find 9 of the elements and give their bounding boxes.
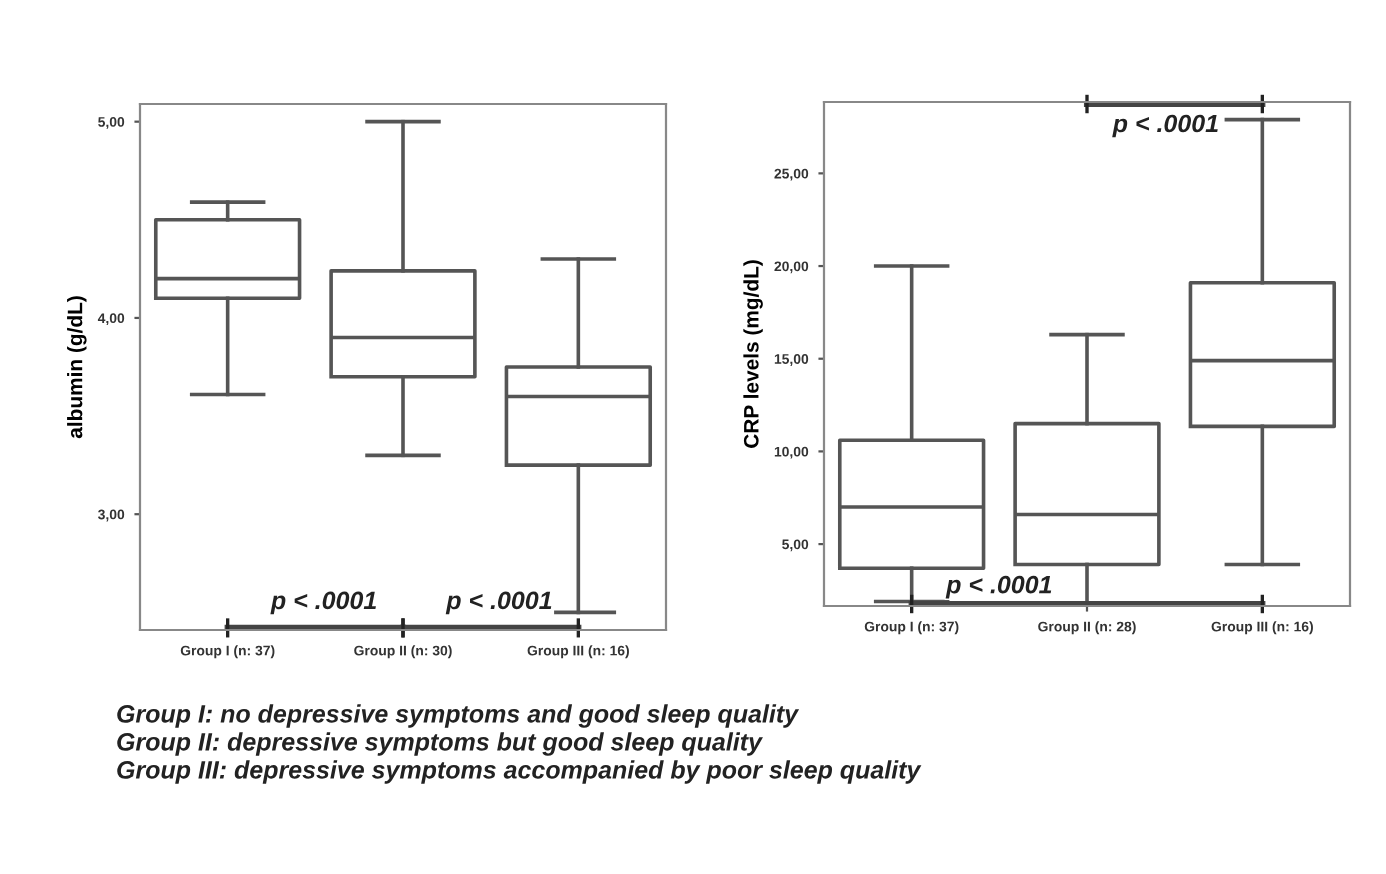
text: Group I: no depressive symptoms and good sleep quality <box>117 704 800 728</box>
y-axis-title: CRP levels (mg/dL) <box>743 260 763 448</box>
annotation: p < .0001 <box>270 591 376 615</box>
annotation: p < .0001 <box>445 591 552 615</box>
annotation: p < .0001 <box>945 575 1052 599</box>
text: Group III: depressive symptoms accompanied by poor sleep quality <box>117 760 922 784</box>
y-axis-title: albumin (g/dL) <box>67 296 87 439</box>
text: Group II: depressive symptoms but good sleep quality <box>117 732 763 756</box>
annotation: p < .0001 <box>1112 114 1218 138</box>
